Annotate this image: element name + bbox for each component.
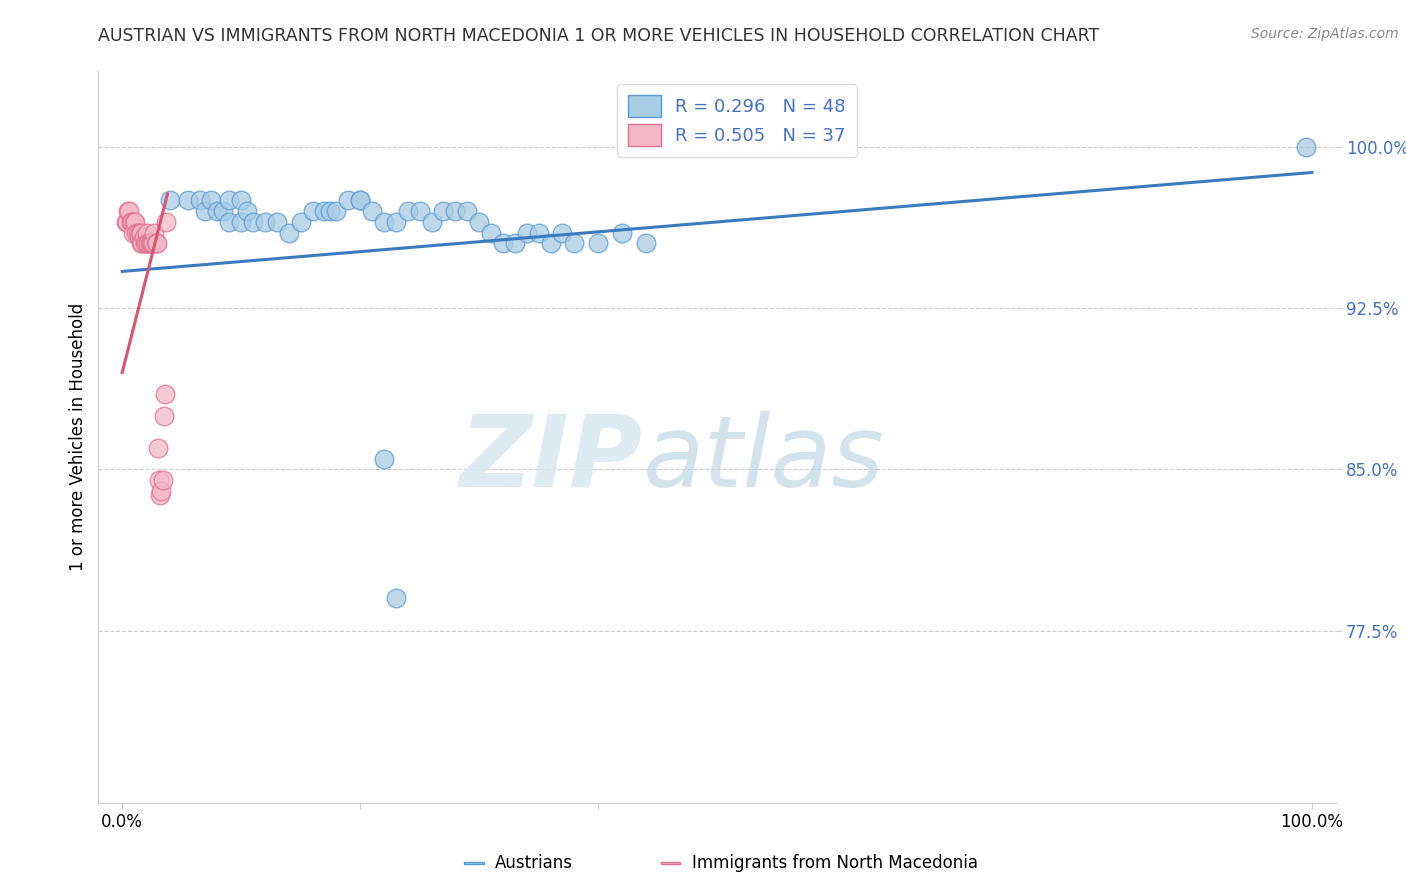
Point	[551, 226, 574, 240]
Point	[527, 226, 550, 240]
Point	[503, 236, 526, 251]
Point	[121, 215, 143, 229]
Point	[349, 194, 371, 208]
Point	[610, 226, 633, 240]
Point	[516, 226, 538, 240]
Point	[148, 473, 170, 487]
Point	[131, 236, 153, 251]
Point	[129, 226, 152, 240]
Point	[456, 204, 478, 219]
Point	[231, 194, 253, 208]
Point	[212, 204, 235, 219]
Point	[129, 236, 152, 251]
Point	[562, 236, 585, 251]
Point	[150, 483, 173, 498]
Point	[277, 226, 299, 240]
Text: ZIP: ZIP	[460, 410, 643, 508]
Point	[141, 236, 163, 251]
Point	[1295, 139, 1317, 153]
Point	[124, 215, 146, 229]
Point	[149, 488, 172, 502]
Point	[396, 204, 419, 219]
Point	[290, 215, 312, 229]
Point	[200, 194, 222, 208]
Point	[153, 387, 176, 401]
Point	[134, 236, 156, 251]
Point	[138, 236, 160, 251]
Point	[152, 473, 174, 487]
Point	[253, 215, 276, 229]
Point	[128, 230, 150, 244]
Point	[242, 215, 264, 229]
Point	[194, 204, 217, 219]
Point	[153, 409, 176, 423]
Point	[139, 236, 162, 251]
Text: atlas: atlas	[643, 410, 884, 508]
Point	[122, 226, 145, 240]
Point	[468, 215, 491, 229]
Point	[188, 194, 211, 208]
Point	[159, 194, 181, 208]
Point	[135, 236, 157, 251]
Point	[349, 194, 371, 208]
Text: AUSTRIAN VS IMMIGRANTS FROM NORTH MACEDONIA 1 OR MORE VEHICLES IN HOUSEHOLD CORR: AUSTRIAN VS IMMIGRANTS FROM NORTH MACEDO…	[98, 27, 1099, 45]
Point	[586, 236, 609, 251]
Point	[385, 591, 408, 606]
Point	[319, 204, 342, 219]
Point	[120, 215, 142, 229]
Point	[138, 236, 160, 251]
Point	[236, 204, 259, 219]
Point	[118, 204, 141, 219]
Y-axis label: 1 or more Vehicles in Household: 1 or more Vehicles in Household	[69, 303, 87, 571]
Point	[218, 194, 240, 208]
Text: Source: ZipAtlas.com: Source: ZipAtlas.com	[1251, 27, 1399, 41]
Point	[444, 204, 467, 219]
Point	[207, 204, 229, 219]
Point	[385, 215, 408, 229]
Point	[117, 204, 139, 219]
Point	[266, 215, 288, 229]
Point	[361, 204, 384, 219]
Point	[143, 226, 166, 240]
Legend: R = 0.296   N = 48, R = 0.505   N = 37: R = 0.296 N = 48, R = 0.505 N = 37	[617, 84, 856, 157]
Point	[373, 215, 395, 229]
Point	[337, 194, 360, 208]
Point	[408, 204, 430, 219]
Point	[176, 194, 198, 208]
Point	[479, 226, 502, 240]
Point	[145, 236, 167, 251]
Point	[136, 226, 159, 240]
Point	[492, 236, 515, 251]
Text: Immigrants from North Macedonia: Immigrants from North Macedonia	[692, 854, 977, 872]
Point	[373, 451, 395, 466]
Point	[420, 215, 443, 229]
Point	[325, 204, 347, 219]
Point	[146, 441, 169, 455]
Point	[142, 236, 165, 251]
Point	[432, 204, 454, 219]
Point	[132, 230, 155, 244]
Point	[115, 215, 138, 229]
Point	[122, 215, 145, 229]
Point	[145, 236, 167, 251]
Point	[540, 236, 562, 251]
Text: Austrians: Austrians	[495, 854, 572, 872]
Point	[155, 215, 177, 229]
Point	[218, 215, 240, 229]
Point	[114, 215, 136, 229]
Point	[314, 204, 336, 219]
Point	[231, 215, 253, 229]
Point	[127, 226, 149, 240]
Point	[129, 226, 152, 240]
Point	[301, 204, 323, 219]
Point	[138, 236, 160, 251]
Point	[125, 226, 148, 240]
Point	[634, 236, 657, 251]
